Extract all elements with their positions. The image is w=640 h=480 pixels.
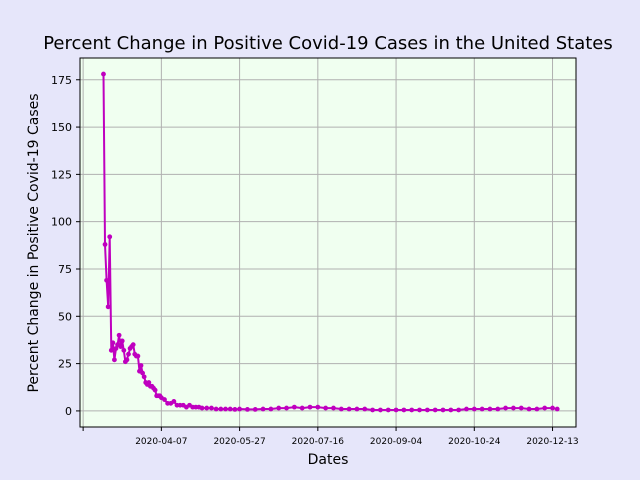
data-point — [102, 241, 108, 247]
data-point — [130, 342, 136, 348]
data-point — [268, 406, 274, 412]
data-point — [542, 405, 548, 411]
data-point — [135, 353, 141, 359]
data-point — [126, 351, 131, 357]
data-point — [152, 387, 158, 393]
data-point — [119, 338, 125, 344]
data-point — [138, 363, 144, 368]
data-point — [401, 407, 407, 413]
data-point — [417, 407, 422, 413]
x-tick-label: 2020-05-27 — [213, 437, 265, 447]
ticks-layer: 2020-04-07 2020-05-27 2020-07-16 2020-09-04… — [51, 74, 579, 447]
data-point — [112, 357, 117, 363]
data-point — [232, 407, 238, 412]
grid-layer — [80, 58, 576, 427]
data-point — [199, 405, 205, 411]
data-point — [260, 406, 266, 412]
y-tick-label: 150 — [51, 121, 72, 134]
data-point — [252, 407, 258, 412]
data-point — [385, 407, 391, 413]
data-point — [141, 374, 147, 380]
data-point — [370, 407, 375, 413]
y-tick-label: 25 — [58, 358, 72, 371]
data-point — [338, 406, 344, 412]
y-tick-label: 125 — [51, 168, 72, 181]
data-point — [464, 406, 469, 412]
x-tick-label: 2020-12-13 — [526, 437, 578, 447]
data-point — [440, 407, 446, 413]
data-point — [554, 406, 560, 412]
data-point — [113, 346, 119, 351]
data-point — [104, 277, 109, 283]
y-tick-label: 100 — [51, 216, 72, 229]
plot-frame — [79, 57, 577, 428]
data-point — [518, 405, 524, 411]
data-point — [456, 407, 462, 413]
y-tick-label: 0 — [65, 405, 72, 418]
data-point — [495, 406, 501, 412]
data-point — [323, 405, 329, 411]
data-point — [124, 357, 130, 363]
y-tick-label: 50 — [58, 310, 72, 323]
data-point — [378, 407, 383, 413]
data-point — [108, 347, 114, 353]
data-point — [284, 405, 289, 411]
x-tick-label: 2020-09-04 — [370, 437, 423, 447]
x-tick-label: 2020-07-16 — [292, 437, 345, 447]
data-point — [105, 304, 111, 310]
data-point — [299, 405, 305, 411]
data-point — [118, 344, 124, 349]
data-point — [204, 405, 210, 411]
data-point — [146, 380, 152, 385]
x-tick-label: 2020-04-07 — [135, 437, 187, 447]
data-point — [213, 406, 219, 412]
data-point — [393, 407, 399, 413]
plot-area — [80, 58, 576, 427]
data-point — [511, 405, 516, 411]
data-point — [424, 407, 430, 413]
data-point — [362, 406, 368, 412]
data-point — [237, 406, 242, 412]
data-point — [209, 405, 214, 411]
data-point — [162, 397, 167, 402]
data-point — [354, 406, 360, 412]
data-point — [171, 399, 177, 404]
data-point — [471, 406, 477, 412]
data-point — [110, 340, 116, 346]
data-point — [409, 407, 415, 413]
data-point — [245, 407, 250, 412]
x-axis-label: Dates — [308, 452, 349, 468]
data-point — [307, 404, 313, 410]
series-layer — [101, 71, 560, 413]
data-point — [479, 406, 485, 412]
data-point — [331, 405, 336, 411]
data-point — [550, 405, 555, 411]
y-tick-label: 175 — [51, 74, 72, 87]
data-point — [346, 406, 352, 412]
data-point — [140, 370, 145, 376]
data-point — [315, 404, 321, 410]
data-point — [503, 405, 508, 411]
data-point — [526, 406, 532, 412]
data-point — [101, 71, 106, 77]
y-axis-label: Percent Change in Positive Covid-19 Case… — [26, 93, 42, 392]
data-point — [534, 406, 540, 412]
data-point — [487, 406, 493, 412]
data-point — [448, 407, 454, 413]
data-point — [121, 347, 127, 353]
data-point — [227, 406, 233, 412]
x-tick-label: 2020-10-24 — [448, 437, 501, 447]
data-point — [432, 407, 438, 413]
data-point — [107, 234, 113, 240]
data-point — [218, 406, 224, 412]
data-point — [116, 332, 122, 338]
y-tick-label: 75 — [58, 263, 72, 276]
data-point — [223, 406, 228, 412]
chart-title: Percent Change in Positive Covid-19 Case… — [43, 33, 613, 54]
data-point — [291, 404, 297, 410]
data-point — [276, 405, 282, 411]
